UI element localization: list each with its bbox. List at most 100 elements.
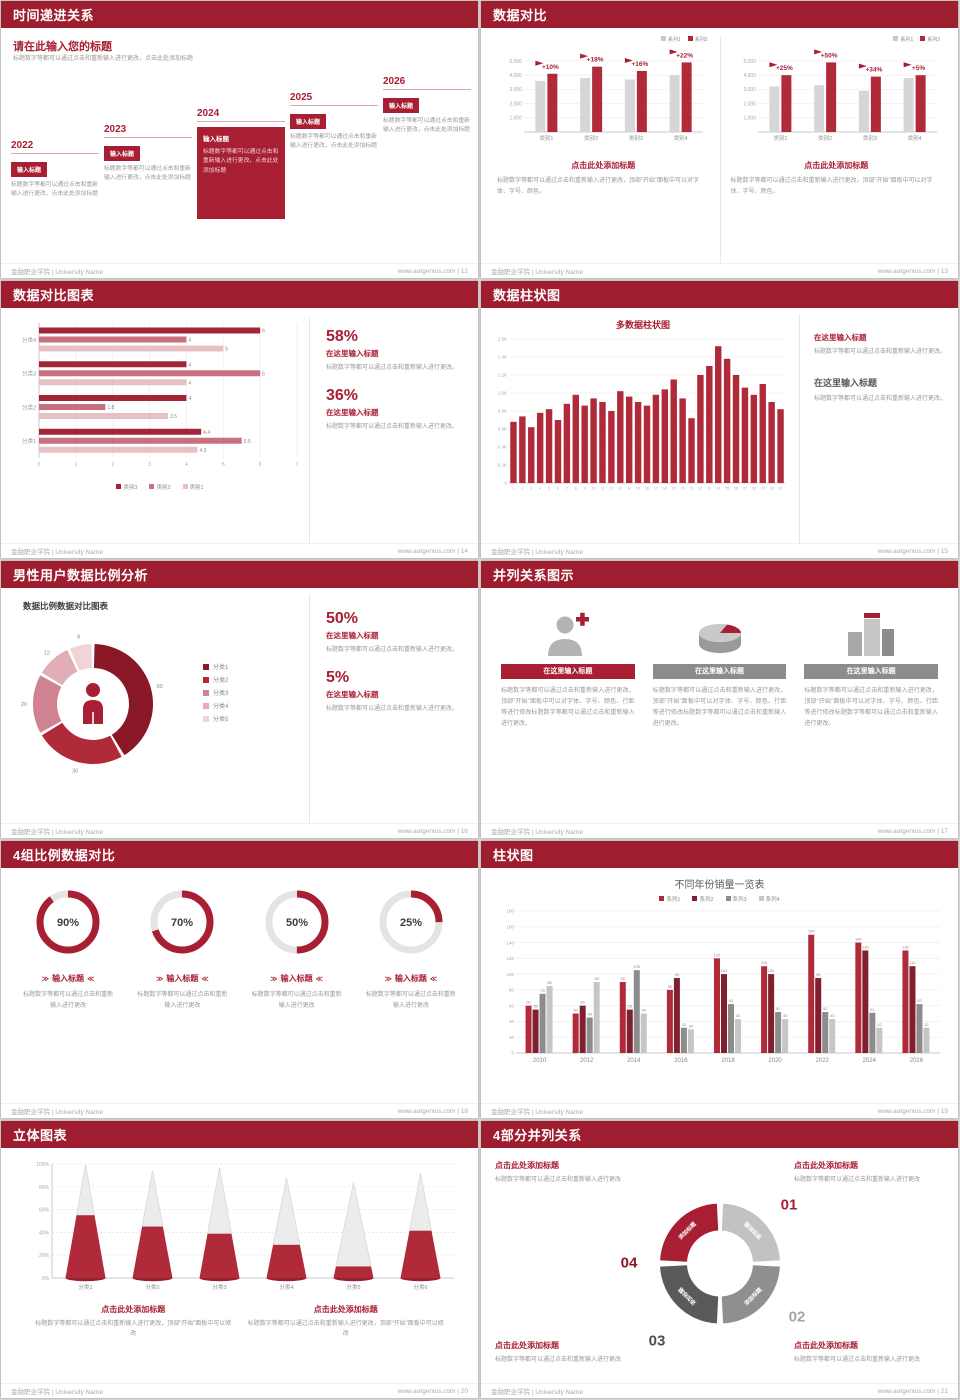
- svg-text:26: 26: [734, 487, 738, 491]
- timeline-item-label: 输入标题: [11, 162, 48, 177]
- svg-text:3: 3: [530, 487, 532, 491]
- slide-title: 男性用户数据比例分析: [13, 568, 149, 583]
- svg-text:分类2: 分类2: [145, 1283, 159, 1291]
- slide-12[interactable]: 时间递进关系 请在此输入您的标题 标题数字等都可以通过点击和重新输入进行更改，点击此…: [1, 1, 478, 278]
- legend-swatch-icon: [725, 896, 731, 901]
- svg-text:4.4: 4.4: [203, 430, 210, 436]
- svg-text:分类1: 分类1: [213, 663, 229, 671]
- block-desc: 标题数字等都可以通过点击和重新输入进行更改。: [814, 395, 947, 402]
- timeline-item[interactable]: 2026 输入标题 标题数字等都可以通过点击和重新输入进行更改，点击此处添加标题: [383, 76, 471, 219]
- legend-item: 类别2: [149, 483, 171, 491]
- svg-text:40%: 40%: [38, 1230, 49, 1236]
- svg-text:19: 19: [672, 487, 676, 491]
- slide-13[interactable]: 数据对比 系列1 系列2 1,000 2,000 3,000 4,000 5,000 +10% 类…: [481, 1, 958, 278]
- chart-caption: 点击此处添加标题: [571, 161, 636, 170]
- svg-text:分类1: 分类1: [78, 1283, 92, 1291]
- svg-text:4: 4: [539, 487, 541, 491]
- slide-20[interactable]: 立体图表 100% 80% 60% 40% 20% 0% 分类1 分类2 分类3 分类4 分类5 分类6…: [1, 1121, 478, 1398]
- svg-text:8: 8: [77, 635, 80, 641]
- cone-chart: 100% 80% 60% 40% 20% 0% 分类1 分类2 分类3 分类4 分类5 分类6: [36, 1162, 454, 1291]
- svg-text:43: 43: [829, 1013, 834, 1018]
- svg-text:95: 95: [815, 972, 820, 977]
- slide-15[interactable]: 数据柱状图多数据柱状图 1.6K 1.4K 1.2K 1.0K 0.8K 0.6K 0.4K 0…: [481, 281, 958, 558]
- legend-item: 系列1: [659, 895, 680, 903]
- timeline-divider: [104, 137, 192, 138]
- svg-text:90: 90: [594, 976, 599, 981]
- timeline-item-label: 输入标题: [290, 114, 327, 129]
- ring-item[interactable]: 50% ≫ 输入标题 ≪ 标题数字等都可以通过点击和重新输入进行更改: [244, 886, 350, 1103]
- slide-title: 数据柱状图: [493, 288, 561, 303]
- chart-desc: 标题数字等都可以通过点击和重新输入进行更改，顶部“开始”面板中可以对字体、字号、…: [730, 178, 933, 195]
- svg-text:02: 02: [788, 1308, 805, 1325]
- slide-header: 4部分并列关系: [481, 1121, 958, 1148]
- donut-chart: 50 30 20 12 8 分类1 分类2 分类3 分类4 分类5: [21, 635, 229, 775]
- svg-text:12: 12: [44, 651, 50, 657]
- svg-text:130: 130: [902, 944, 909, 949]
- svg-text:140: 140: [854, 937, 861, 942]
- column-chart-area: 多数据柱状图 1.6K 1.4K 1.2K 1.0K 0.8K 0.6K 0.4K 0.2K 0 1…: [487, 314, 799, 543]
- slide-16[interactable]: 男性用户数据比例分析 数据比例数据对比图表 50 30 20 12 8 分类1 分类2 分类3 分类…: [1, 561, 478, 838]
- slide-21[interactable]: 4部分并列关系 添加标题 添加标题 添加标题 添加标题 01 02 03 04 点击此处添加标题标…: [481, 1121, 958, 1398]
- footer-school-name: 金融职业学院 | University Name: [11, 1389, 103, 1396]
- cycle-diagram: 添加标题 添加标题 添加标题 添加标题 01 02 03 04: [613, 1175, 827, 1356]
- slide-header: 立体图表: [1, 1121, 478, 1148]
- grouped-bar-chart: 1,000 2,000 3,000 4,000 5,000 +25% 类别1 +50% 类别2 +…: [743, 49, 937, 142]
- stat-block: 5% 在这里输入标题 标题数字等都可以通过点击和重新输入进行更改。: [326, 669, 466, 714]
- svg-text:+22%: +22%: [676, 52, 693, 59]
- comparison-panel: 系列1 系列2 1,000 2,000 3,000 4,000 5,000 +25% 类别1 +5…: [719, 36, 953, 263]
- ring-item[interactable]: 70% ≫ 输入标题 ≪ 标题数字等都可以通过点击和重新输入进行更改: [129, 886, 235, 1103]
- timeline-divider: [11, 153, 99, 154]
- caption-block: 点击此处添加标题 标题数字等都可以通过点击和重新输入进行更改: [794, 1160, 944, 1185]
- slide-18[interactable]: 4组比例数据对比 90% ≫ 输入标题 ≪ 标题数字等都可以通过点击和重新输入进行更改 70…: [1, 841, 478, 1118]
- svg-text:45: 45: [587, 1012, 592, 1017]
- svg-text:分类2: 分类2: [22, 403, 36, 411]
- legend-swatch-icon: [692, 896, 698, 901]
- svg-text:130: 130: [861, 944, 868, 949]
- footer-page-info: www.aotgenius.com | 16: [397, 827, 468, 835]
- timeline-year: 2026: [383, 76, 406, 87]
- stat-heading: 在这里输入标题: [326, 408, 379, 418]
- timeline-heading: 请在此输入您的标题: [13, 41, 112, 53]
- ring-label-text: 输入标题: [394, 974, 427, 983]
- parallel-item[interactable]: 在这里输入标题 标题数字等都可以通过点击和重新输入进行更改，顶部“开始”面板中可以…: [652, 604, 787, 823]
- item-header: 在这里输入标题: [501, 664, 635, 679]
- svg-text:95: 95: [674, 972, 679, 977]
- svg-text:6: 6: [262, 329, 265, 335]
- chevron-left-icon: ≪: [201, 976, 209, 983]
- svg-text:43: 43: [782, 1013, 787, 1018]
- svg-text:23: 23: [707, 487, 711, 491]
- svg-text:类别3: 类别3: [862, 134, 876, 142]
- ring-label-text: 输入标题: [166, 974, 199, 983]
- svg-text:+18%: +18%: [587, 57, 604, 64]
- stat-desc: 标题数字等都可以通过点击和重新输入进行更改。: [326, 365, 459, 371]
- slide-body: 添加标题 添加标题 添加标题 添加标题 01 02 03 04 点击此处添加标题 标题数字等都可以…: [481, 1148, 958, 1383]
- ring-item[interactable]: 25% ≫ 输入标题 ≪ 标题数字等都可以通过点击和重新输入进行更改: [358, 886, 464, 1103]
- footer-page-info: www.aotgenius.com | 14: [397, 547, 468, 555]
- svg-text:04: 04: [620, 1254, 637, 1271]
- svg-text:52: 52: [822, 1006, 827, 1011]
- svg-text:55: 55: [533, 1004, 538, 1009]
- nurse-icon-wrap: [545, 604, 591, 656]
- svg-text:分类3: 分类3: [213, 689, 229, 697]
- slide-17[interactable]: 并列关系图示 在这里输入标题 标题数字等都可以通过点击和重新输入进行更改，顶部“开始…: [481, 561, 958, 838]
- parallel-item[interactable]: 在这里输入标题 标题数字等都可以通过点击和重新输入进行更改，顶部“开始”面板中可以…: [804, 604, 939, 823]
- parallel-item[interactable]: 在这里输入标题 标题数字等都可以通过点击和重新输入进行更改，顶部“开始”面板中可以…: [501, 604, 635, 823]
- svg-text:3.5: 3.5: [170, 414, 177, 420]
- timeline-item[interactable]: 2024 输入标题 标题数字等都可以通过点击和重新输入进行更改，点击此处添加标题: [197, 108, 285, 219]
- chart-caption: 点击此处添加标题: [804, 161, 869, 170]
- svg-text:2024: 2024: [862, 1058, 876, 1064]
- svg-text:28: 28: [752, 487, 756, 491]
- slide-19[interactable]: 柱状图 不同年份销量一览表 系列1 系列2 系列3 系列4 0 20 40 60 80 100 120 1…: [481, 841, 958, 1118]
- slide-header: 男性用户数据比例分析: [1, 561, 478, 588]
- footer-page-info: www.aotgenius.com | 18: [397, 1107, 468, 1115]
- ring-item[interactable]: 90% ≫ 输入标题 ≪ 标题数字等都可以通过点击和重新输入进行更改: [15, 886, 121, 1103]
- timeline-item[interactable]: 2022 输入标题 标题数字等都可以通过点击和重新输入进行更改，点击此处添加标题: [11, 140, 99, 219]
- svg-text:40: 40: [508, 1019, 514, 1024]
- slide-14[interactable]: 数据对比图表 0 1 2 3 4 5 6 7 分类4 6 4 5 分类3 4 6 4 分类2 4 1.8 3.5 分类1 4…: [1, 281, 478, 558]
- svg-text:5,000: 5,000: [743, 59, 756, 65]
- slide-title: 时间递进关系: [13, 8, 95, 23]
- timeline-item[interactable]: 2025 输入标题 标题数字等都可以通过点击和重新输入进行更改，点击此处添加标题: [290, 92, 378, 219]
- timeline-item[interactable]: 2023 输入标题 标题数字等都可以通过点击和重新输入进行更改，点击此处添加标题: [104, 124, 192, 219]
- svg-text:分类3: 分类3: [212, 1283, 226, 1291]
